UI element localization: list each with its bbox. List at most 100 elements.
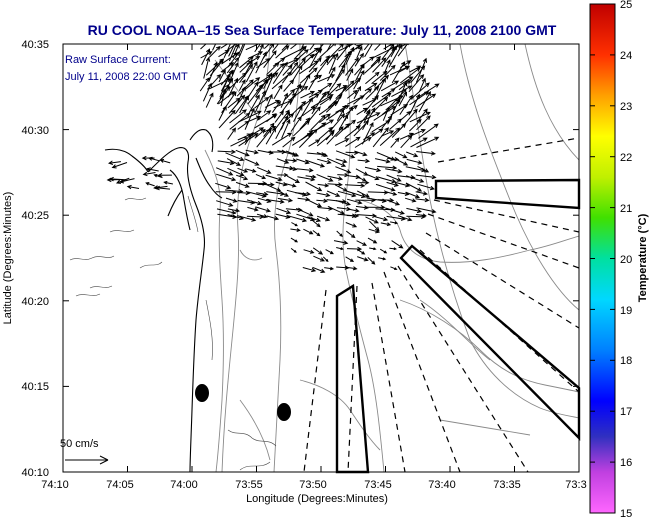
current-vector [217,149,237,155]
current-vector [296,158,310,165]
current-vector [273,84,283,100]
current-vector [227,167,245,177]
current-vector [410,137,428,148]
current-vector [287,215,308,223]
current-vector [379,64,396,81]
current-vector [388,44,403,68]
current-vector [416,207,437,214]
current-vector [415,191,428,196]
current-vector [236,215,257,222]
current-vector [256,213,269,219]
current-vector [284,88,296,101]
current-vector [239,56,254,69]
current-vector [318,126,334,140]
x-tick-label: 73:3 [565,479,586,491]
colorbar-tick-label: 24 [620,50,632,62]
current-vector [362,107,376,130]
colorbar-label: Temperature (°C) [637,213,649,302]
current-vector [319,44,337,58]
current-vector [290,49,309,66]
current-vector [416,174,437,180]
current-vector [293,105,303,122]
current-vector [334,138,350,146]
current-vector [202,82,212,102]
current-vector [387,199,401,206]
current-vector [409,91,430,106]
current-vector [227,77,238,98]
current-vector [398,91,408,107]
current-vector [328,52,339,74]
current-vector [247,94,260,115]
current-vector [244,158,260,166]
current-vector [326,126,344,145]
inset-line-1: Raw Surface Current: [65,54,171,66]
current-vector [283,79,295,92]
current-vector [290,57,306,76]
current-vector [329,68,345,91]
current-vector [399,67,421,84]
current-vector [271,44,279,53]
current-vector [292,120,310,137]
current-vector [398,66,410,73]
current-vector [159,158,171,164]
current-vector [310,74,323,83]
current-vector [115,177,130,184]
current-vector [266,215,280,221]
current-vector [373,106,397,121]
current-vector [382,106,390,121]
current-vector [228,44,236,57]
current-vector [145,167,159,172]
current-vector [418,91,431,113]
current-vector [364,166,382,173]
colorbar-tick-label: 17 [620,406,632,418]
current-vector [208,45,221,58]
current-vector [363,94,379,114]
current-vector [375,216,389,222]
inset-line-2: July 11, 2008 22:00 GMT [65,71,188,83]
current-vector [276,207,292,215]
current-vector [356,112,381,124]
current-vector [394,151,408,159]
current-vector [410,82,430,100]
current-vector [271,132,293,146]
current-vector [300,73,311,91]
current-vector [312,230,321,237]
current-vector [416,115,431,131]
current-vector [317,183,330,188]
current-vector [256,191,269,197]
current-vector [245,149,259,155]
current-vector [416,136,440,148]
current-vector [282,136,296,148]
current-vector [381,130,395,137]
scale-arrow [65,455,109,465]
current-vector [367,257,376,265]
current-vector [346,198,363,205]
current-vector [415,197,430,203]
current-vector [381,45,398,67]
current-vector [346,213,360,219]
current-vector [237,110,262,123]
current-vector [361,122,374,145]
current-vector [390,104,409,116]
current-vector [380,222,392,227]
current-vector [280,92,288,108]
colorbar-tick-label: 19 [620,305,632,317]
colorbar-tick-label: 21 [620,203,632,215]
current-vector [255,173,267,180]
current-vector [357,213,377,218]
current-vector [220,69,235,86]
current-vector [409,93,420,114]
current-vector [305,159,326,168]
current-vector [295,207,314,217]
current-vector [245,168,257,173]
current-vector [327,175,344,181]
current-vector [326,190,341,197]
current-vector [316,152,329,157]
current-vector [354,52,364,67]
current-vector [322,256,329,263]
current-vector [377,257,387,261]
current-vector [319,96,333,106]
current-vector [301,47,319,61]
current-vector [296,167,314,173]
current-vector [247,83,264,105]
